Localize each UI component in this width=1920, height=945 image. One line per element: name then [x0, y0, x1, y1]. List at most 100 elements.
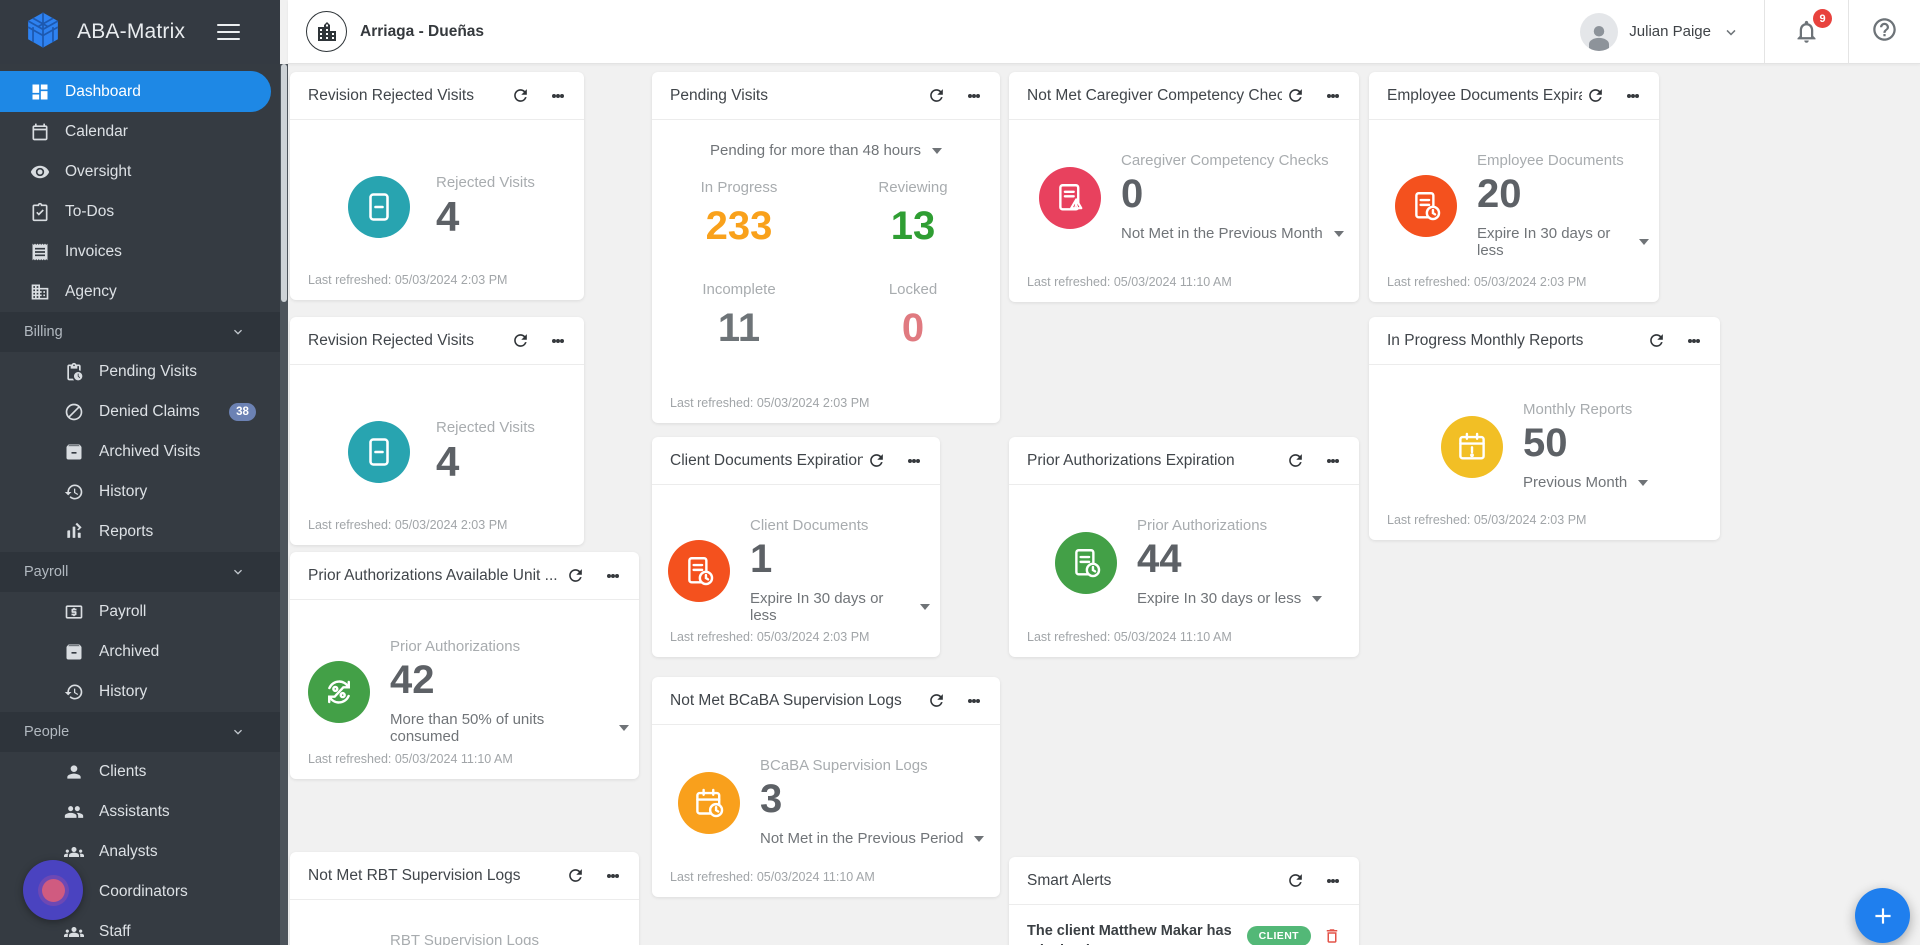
more-options-button[interactable]: [904, 452, 924, 468]
refresh-button[interactable]: [1282, 447, 1309, 474]
refresh-button[interactable]: [1582, 82, 1609, 109]
more-options-button[interactable]: [1684, 332, 1704, 348]
filter-dropdown[interactable]: Pending for more than 48 hours: [710, 142, 942, 159]
add-button[interactable]: [1855, 888, 1910, 943]
sidebar-item-denied-claims[interactable]: Denied Claims 38: [0, 392, 280, 432]
sidebar-item-archived-visits[interactable]: Archived Visits: [0, 432, 280, 472]
more-options-button[interactable]: [1323, 87, 1343, 103]
refresh-button[interactable]: [507, 82, 534, 109]
sidebar-section-payroll[interactable]: Payroll: [0, 552, 280, 592]
sidebar-item-label: Payroll: [99, 603, 147, 620]
sidebar-item-agency[interactable]: Agency: [0, 272, 280, 312]
chevron-down-icon: [230, 324, 246, 340]
filter-dropdown[interactable]: Previous Month: [1523, 474, 1649, 491]
chevron-down-icon: [230, 724, 246, 740]
help-button[interactable]: [1849, 0, 1920, 63]
stat-label: Rejected Visits: [436, 174, 535, 191]
more-options-button[interactable]: [1323, 872, 1343, 888]
agency-chip[interactable]: Arriaga - Dueñas: [306, 11, 484, 52]
calendar-clock-icon: [678, 771, 740, 834]
help-icon: [1871, 16, 1898, 48]
refresh-button[interactable]: [507, 327, 534, 354]
sidebar-scrollbar[interactable]: [280, 64, 288, 945]
menu-toggle-button[interactable]: [213, 15, 244, 49]
card-title: Not Met Caregiver Competency Checks: [1027, 86, 1282, 104]
alert-row[interactable]: The client Matthew Makar has missing ite…: [1009, 905, 1359, 945]
refresh-button[interactable]: [923, 82, 950, 109]
person-icon: [64, 762, 84, 782]
sidebar-item-archived[interactable]: Archived: [0, 632, 280, 672]
delete-alert-button[interactable]: [1321, 925, 1343, 945]
notifications-button[interactable]: 9: [1765, 0, 1848, 63]
last-refreshed: Last refreshed: 05/03/2024 2:03 PM: [670, 630, 870, 644]
caret-down-icon: [1312, 595, 1323, 602]
stat-label: Prior Authorizations: [1137, 517, 1268, 534]
more-options-button[interactable]: [964, 87, 984, 103]
more-options-button[interactable]: [964, 692, 984, 708]
refresh-button[interactable]: [1282, 867, 1309, 894]
more-options-button[interactable]: [1323, 452, 1343, 468]
card-title: Smart Alerts: [1027, 871, 1112, 889]
document-clock-icon: [1395, 174, 1457, 237]
stat-label: Prior Authorizations: [390, 638, 521, 655]
more-options-button[interactable]: [603, 867, 623, 883]
card-employee-documents-expiration: Employee Documents Expiration Employee D…: [1369, 72, 1659, 302]
sidebar-scrollbar-thumb[interactable]: [281, 64, 287, 302]
sidebar-item-reports[interactable]: Reports: [0, 512, 280, 552]
caret-down-icon: [974, 835, 985, 842]
sidebar-item-assistants[interactable]: Assistants: [0, 792, 280, 832]
sidebar-item-pending-visits[interactable]: Pending Visits: [0, 352, 280, 392]
more-options-button[interactable]: [548, 332, 568, 348]
more-options-button[interactable]: [548, 87, 568, 103]
filter-dropdown[interactable]: Expire In 30 days or less: [1137, 590, 1323, 607]
percent-sync-icon: [308, 660, 370, 723]
sidebar-item-staff[interactable]: Staff: [0, 912, 280, 945]
sidebar-item-label: Archived: [99, 643, 160, 660]
accessibility-widget-button[interactable]: [23, 860, 83, 920]
alert-text: The client Matthew Makar has missing ite…: [1027, 923, 1232, 945]
sidebar-item-history[interactable]: History: [0, 472, 280, 512]
user-menu[interactable]: Julian Paige: [1556, 0, 1764, 63]
more-options-button[interactable]: [603, 567, 623, 583]
sidebar-item-payroll[interactable]: Payroll: [0, 592, 280, 632]
card-prior-authorizations-expiration: Prior Authorizations Expiration Prior Au…: [1009, 437, 1359, 657]
card-in-progress-monthly-reports: In Progress Monthly Reports Monthly Repo…: [1369, 317, 1720, 540]
sidebar-section-billing[interactable]: Billing: [0, 312, 280, 352]
sidebar-item-clients[interactable]: Clients: [0, 752, 280, 792]
count-badge: 38: [229, 403, 256, 421]
sidebar-item-history[interactable]: History: [0, 672, 280, 712]
stat-incomplete: Incomplete 11: [702, 281, 776, 350]
sidebar-item-dashboard[interactable]: Dashboard: [0, 71, 271, 112]
sidebar-item-label: Clients: [99, 763, 147, 780]
card-smart-alerts: Smart Alerts The client Matthew Makar ha…: [1009, 857, 1359, 945]
invoices-icon: [30, 242, 50, 262]
divider: [1764, 0, 1765, 64]
filter-dropdown[interactable]: More than 50% of units consumed: [390, 711, 629, 745]
sidebar-item-analysts[interactable]: Analysts: [0, 832, 280, 872]
group-icon: [64, 922, 84, 942]
sidebar-item-oversight[interactable]: Oversight: [0, 152, 280, 192]
sidebar-section-people[interactable]: People: [0, 712, 280, 752]
sidebar-item-invoices[interactable]: Invoices: [0, 232, 280, 272]
refresh-button[interactable]: [1282, 82, 1309, 109]
app-logo-cube-icon: [22, 10, 64, 54]
document-clock-icon: [1055, 531, 1117, 594]
chevron-down-icon: [230, 564, 246, 580]
more-options-button[interactable]: [1623, 87, 1643, 103]
refresh-button[interactable]: [923, 687, 950, 714]
filter-dropdown[interactable]: Expire In 30 days or less: [1477, 225, 1649, 259]
refresh-button[interactable]: [562, 562, 589, 589]
refresh-button[interactable]: [863, 447, 890, 474]
refresh-button[interactable]: [1643, 327, 1670, 354]
stat-label: Monthly Reports: [1523, 401, 1633, 418]
stat-value: 42: [390, 658, 435, 702]
filter-dropdown[interactable]: Expire In 30 days or less: [750, 590, 930, 624]
card-title: Not Met RBT Supervision Logs: [308, 866, 521, 884]
accessibility-widget-inner-icon: [41, 878, 65, 902]
filter-dropdown[interactable]: Not Met in the Previous Month: [1121, 225, 1344, 242]
sidebar-item-calendar[interactable]: Calendar: [0, 112, 280, 152]
refresh-button[interactable]: [562, 862, 589, 889]
filter-dropdown[interactable]: Not Met in the Previous Period: [760, 830, 985, 847]
sidebar-item-to-dos[interactable]: To-Dos: [0, 192, 280, 232]
history-icon: [64, 482, 84, 502]
